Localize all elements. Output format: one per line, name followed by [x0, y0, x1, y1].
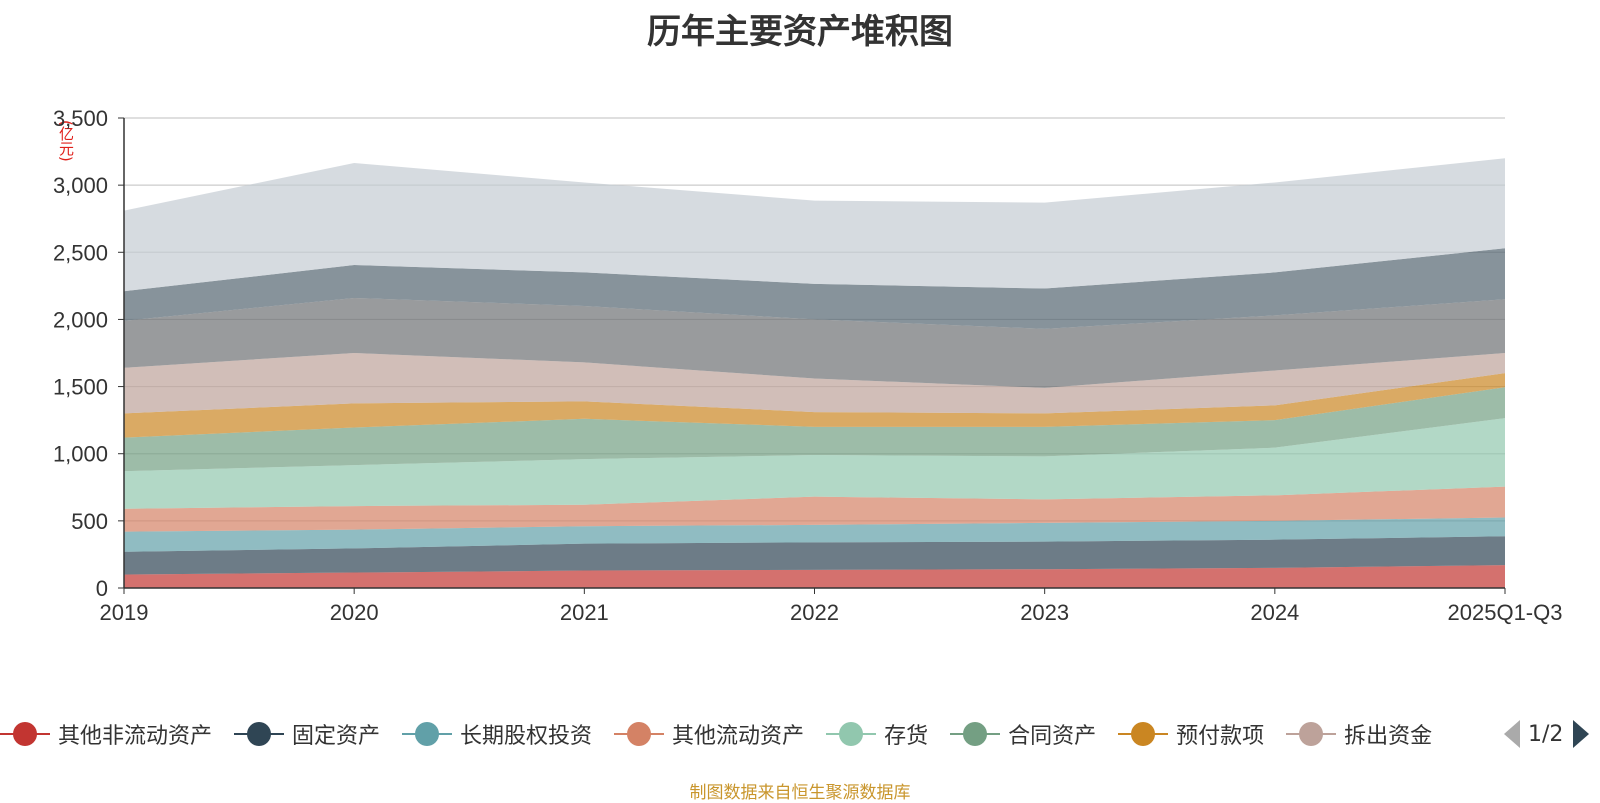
x-tick-label: 2022	[790, 600, 839, 625]
y-axis-ticks: 0 500 1,000 1,500 2,000 2,500 3,000 3,500	[53, 106, 124, 601]
x-tick-label: 2023	[1020, 600, 1069, 625]
area-合同资产[interactable]	[124, 387, 1505, 472]
legend-item[interactable]: 存货	[826, 718, 928, 750]
legend-marker-icon	[1118, 720, 1169, 748]
area-其他流动资产[interactable]	[124, 486, 1505, 532]
y-tick-label: 500	[71, 509, 108, 534]
data-source-note: 制图数据来自恒生聚源数据库	[689, 783, 911, 803]
legend-label: 预付款项	[1176, 724, 1265, 749]
legend-marker-icon	[950, 720, 1001, 748]
legend-item[interactable]: 固定资产	[234, 718, 380, 750]
legend-label: 其他非流动资产	[58, 724, 213, 749]
area-长期股权投资[interactable]	[124, 517, 1505, 552]
legend-marker-icon	[1286, 720, 1337, 748]
y-axis-unit-label: (亿元)	[57, 120, 75, 162]
legend-label: 合同资产	[1008, 724, 1097, 749]
area-其他资产B[interactable]	[124, 248, 1505, 329]
area-存货[interactable]	[124, 418, 1505, 509]
x-tick-label: 2024	[1250, 600, 1299, 625]
legend-item[interactable]: 长期股权投资	[402, 718, 592, 750]
area-固定资产[interactable]	[124, 536, 1505, 575]
legend-marker-icon	[614, 720, 665, 748]
area-预付款项[interactable]	[124, 373, 1505, 438]
chart-title: 历年主要资产堆积图	[647, 12, 953, 52]
x-axis-ticks: 2019 2020 2021 2022 2023 2024 2025Q1-Q3	[100, 588, 1563, 625]
legend-label: 拆出资金	[1344, 724, 1433, 749]
legend-item[interactable]: 其他非流动资产	[0, 718, 212, 750]
area-其他非流动资产[interactable]	[124, 565, 1505, 588]
x-tick-label: 2025Q1-Q3	[1448, 600, 1563, 625]
y-tick-label: 1,500	[53, 375, 108, 400]
legend-label: 存货	[884, 724, 929, 749]
y-tick-label: 0	[96, 576, 108, 601]
y-tick-label: 3,000	[53, 173, 108, 198]
x-tick-label: 2019	[100, 600, 149, 625]
legend-item[interactable]: 拆出资金	[1286, 718, 1432, 750]
area-其他资产A[interactable]	[124, 297, 1505, 388]
legend-page-indicator: 1/2	[1528, 721, 1564, 747]
legend-label: 固定资产	[292, 724, 381, 749]
legend-prev-icon[interactable]	[1504, 720, 1520, 748]
x-tick-label: 2020	[330, 600, 379, 625]
legend-marker-icon	[826, 720, 877, 748]
y-tick-label: 2,000	[53, 307, 108, 332]
legend-label: 长期股权投资	[460, 724, 593, 749]
x-tick-label: 2021	[560, 600, 609, 625]
legend-pager: 1/2	[1504, 716, 1590, 752]
legend-item[interactable]: 其他流动资产	[614, 718, 804, 750]
y-tick-label: 2,500	[53, 240, 108, 265]
legend-next-icon[interactable]	[1573, 720, 1590, 748]
legend-marker-icon	[402, 720, 453, 748]
legend-marker-icon	[0, 720, 50, 748]
legend: 其他非流动资产 固定资产 长期股权投资 其他流动资产 存货 合同资产 预付款项 拆出资金	[0, 716, 1500, 752]
legend-marker-icon	[234, 720, 285, 748]
y-tick-label: 1,000	[53, 442, 108, 467]
legend-item[interactable]: 合同资产	[950, 718, 1096, 750]
unit-text: 亿元	[57, 125, 75, 156]
legend-item[interactable]: 预付款项	[1118, 718, 1264, 750]
y-tick-label: 3,500	[53, 106, 108, 131]
area-其他资产C[interactable]	[124, 158, 1505, 292]
area-series	[124, 158, 1505, 588]
area-拆出资金[interactable]	[124, 353, 1505, 414]
legend-label: 其他流动资产	[672, 724, 805, 749]
